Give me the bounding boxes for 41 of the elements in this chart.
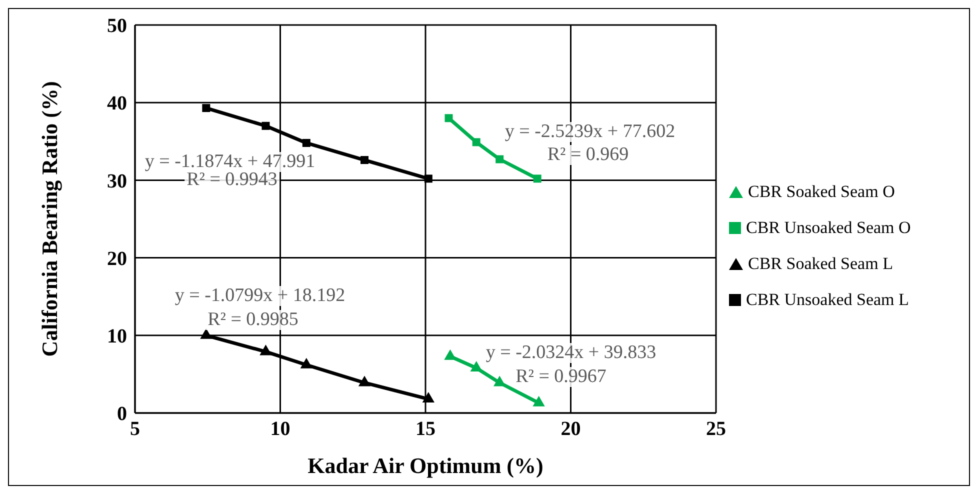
y-tick-label: 30 bbox=[107, 170, 127, 192]
legend-label: CBR Unsoaked Seam O bbox=[746, 218, 911, 238]
annotation: R² = 0.9943 bbox=[184, 169, 280, 190]
x-axis-title: Kadar Air Optimum (%) bbox=[308, 453, 544, 478]
point bbox=[302, 138, 310, 147]
point bbox=[533, 174, 542, 183]
point bbox=[300, 358, 312, 368]
y-tick-label: 50 bbox=[107, 15, 127, 38]
x-tick-label: 5 bbox=[130, 418, 140, 440]
legend-label: CBR Soaked Seam L bbox=[748, 254, 893, 274]
annotation: R² = 0.9985 bbox=[206, 309, 300, 330]
point bbox=[424, 174, 432, 183]
x-tick-label: 15 bbox=[416, 418, 436, 440]
y-tick-label: 0 bbox=[117, 403, 127, 426]
legend-label: CBR Soaked Seam O bbox=[748, 182, 895, 202]
legend-label: CBR Unsoaked Seam L bbox=[746, 290, 909, 310]
annotation: y = -1.0799x + 18.192 bbox=[172, 285, 348, 306]
point bbox=[472, 138, 480, 146]
point bbox=[260, 344, 272, 356]
y-axis-title: California Bearing Ratio (%) bbox=[36, 81, 62, 357]
y-tick-label: 40 bbox=[107, 92, 127, 115]
x-tick-label: 25 bbox=[706, 418, 726, 440]
point bbox=[262, 122, 270, 130]
point bbox=[360, 156, 368, 164]
point bbox=[358, 376, 371, 386]
point bbox=[202, 104, 210, 112]
x-tick-label: 10 bbox=[270, 418, 290, 440]
point bbox=[532, 396, 545, 406]
point bbox=[200, 328, 212, 339]
point bbox=[470, 360, 482, 372]
annotation: R² = 0.969 bbox=[545, 144, 631, 165]
point bbox=[444, 114, 453, 122]
annotation: y = -2.5239x + 77.602 bbox=[502, 121, 678, 142]
annotation: y = -2.0324x + 39.833 bbox=[484, 342, 658, 363]
y-tick-label: 10 bbox=[107, 326, 127, 348]
annotation: R² = 0.9967 bbox=[514, 366, 608, 387]
point bbox=[422, 392, 434, 403]
x-tick-label: 20 bbox=[560, 418, 581, 440]
annotation: y = -1.1874x + 47.991 bbox=[142, 151, 318, 172]
y-tick-label: 20 bbox=[107, 248, 127, 270]
point bbox=[496, 155, 504, 164]
